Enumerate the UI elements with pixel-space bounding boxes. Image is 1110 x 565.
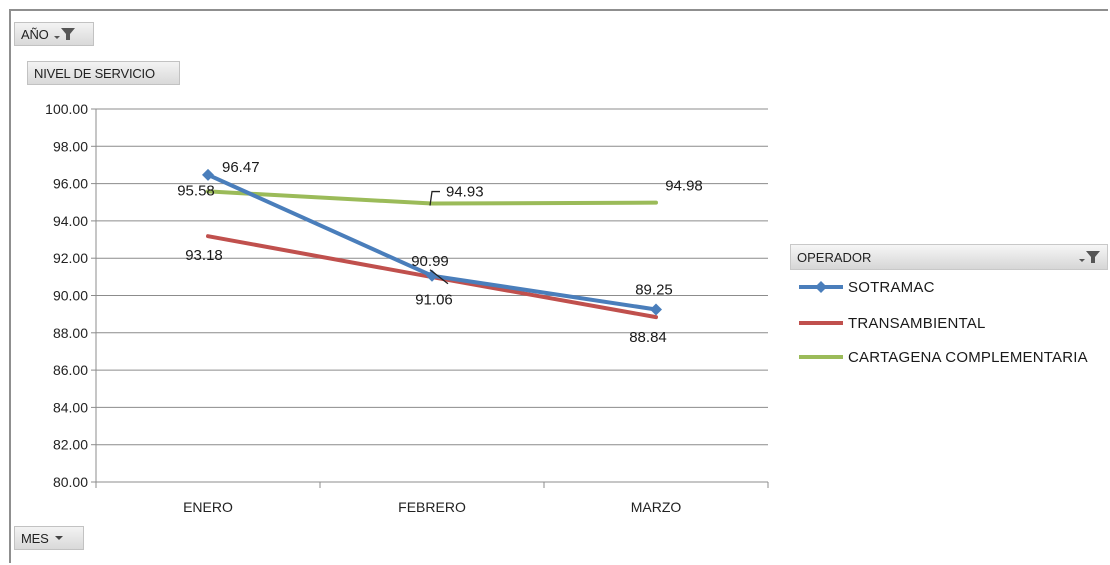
series-line-2 [206,189,658,206]
x-tick-label: MARZO [631,499,682,515]
data-label: 88.84 [629,329,667,346]
legend-header-operador[interactable]: OPERADOR [790,244,1108,270]
legend-label-transambiental: TRANSAMBIENTAL [848,314,986,332]
y-tick-label: 88.00 [53,325,88,341]
data-label: 89.25 [635,281,673,298]
leader-line [429,269,449,285]
year-filter-label: AÑO [21,26,49,42]
month-filter-label: MES [21,530,49,546]
data-point-marker [426,269,438,282]
values-field-label: NIVEL DE SERVICIO [34,65,155,81]
legend-swatch-cartagena-complementaria [799,355,843,359]
chevron-down-icon [54,534,64,542]
year-filter-button[interactable]: AÑO [14,22,94,46]
leader-line [429,190,440,206]
y-tick-label: 90.00 [53,288,88,304]
y-tick-label: 96.00 [53,176,88,192]
x-tick-label: FEBRERO [398,499,466,515]
y-tick-label: 82.00 [53,437,88,453]
y-tick-label: 86.00 [53,362,88,378]
data-label: 93.18 [185,247,223,264]
legend-header-label: OPERADOR [797,249,872,265]
y-tick-label: 92.00 [53,250,88,266]
y-tick-label: 94.00 [53,213,88,229]
filter-icon [53,27,76,41]
data-label: 96.47 [222,159,260,176]
data-label: 94.93 [446,184,484,201]
legend-item-cartagena-complementaria: CARTAGENA COMPLEMENTARIA [797,348,1088,366]
data-label: 95.58 [177,182,215,199]
values-field-button[interactable]: NIVEL DE SERVICIO [27,61,180,85]
data-label: 91.06 [415,292,453,309]
legend-item-transambiental: TRANSAMBIENTAL [797,314,986,332]
legend-swatch-transambiental [799,321,843,325]
legend-swatch-sotramac [799,281,843,293]
data-label: 94.98 [665,178,703,195]
legend-item-sotramac: SOTRAMAC [797,278,935,296]
y-tick-label: 80.00 [53,474,88,490]
data-point-marker [202,168,214,181]
y-tick-label: 100.00 [45,101,88,117]
y-tick-label: 84.00 [53,399,88,415]
month-filter-button[interactable]: MES [14,526,84,550]
data-label: 90.99 [411,253,449,270]
pivot-chart-area [9,9,1108,563]
y-tick-label: 98.00 [53,138,88,154]
legend-label-sotramac: SOTRAMAC [848,278,935,296]
legend-filter-icon [1079,250,1101,264]
legend-label-cartagena-complementaria: CARTAGENA COMPLEMENTARIA [848,348,1088,366]
data-point-marker [650,303,662,316]
x-tick-label: ENERO [183,499,233,515]
